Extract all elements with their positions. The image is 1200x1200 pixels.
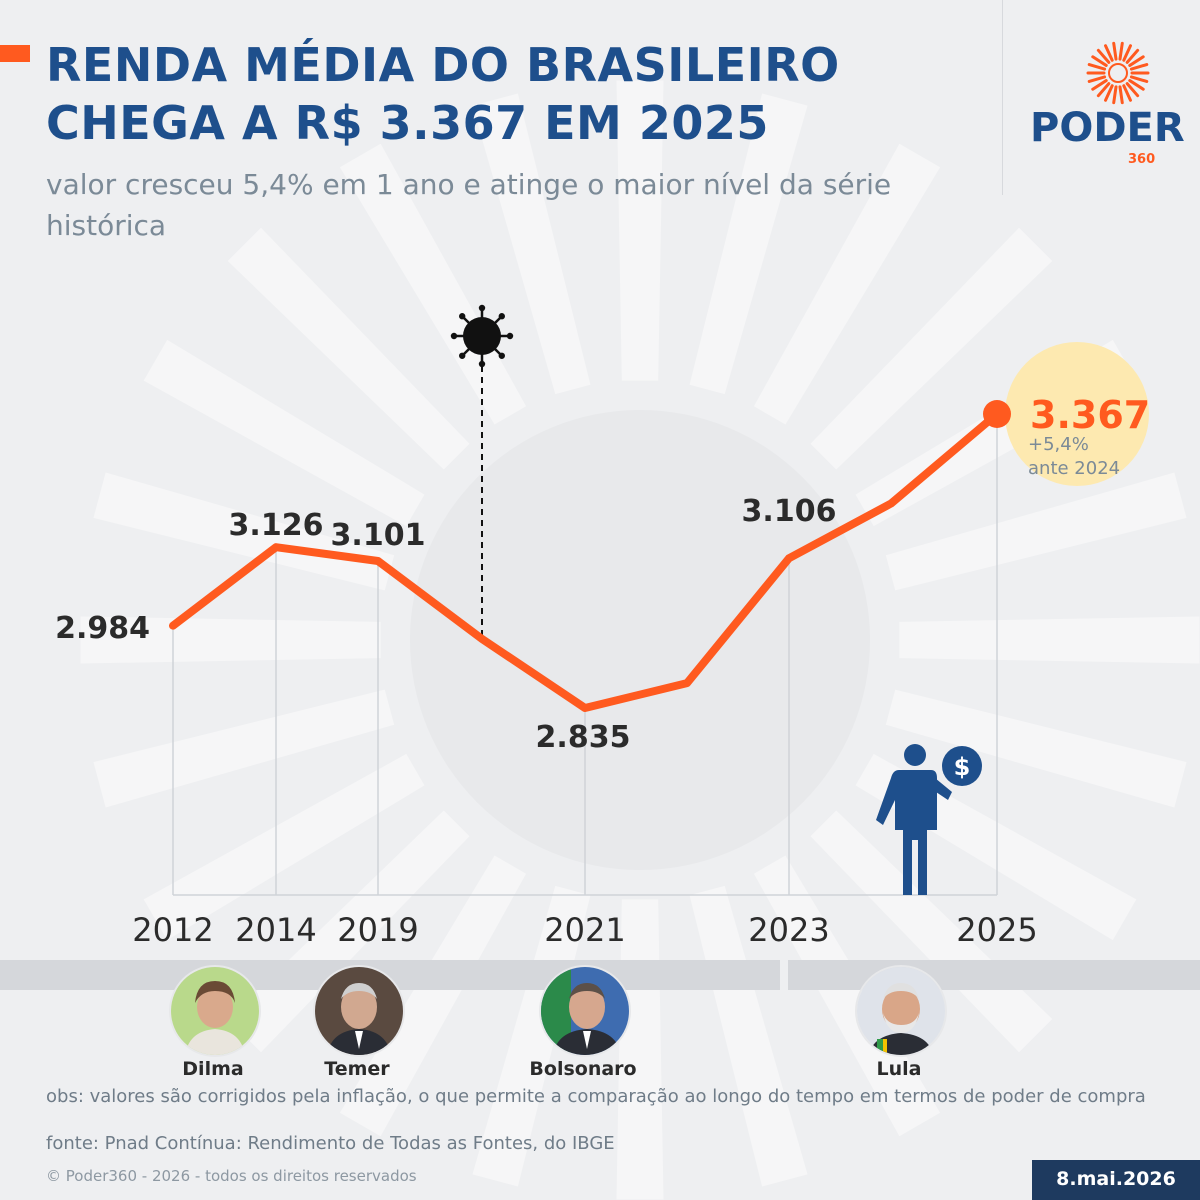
sun-ray (1128, 55, 1145, 67)
person-with-money-icon: $ (876, 744, 982, 895)
x-tick-label-2019: 2019 (337, 911, 418, 949)
sun-ray (1129, 75, 1149, 83)
dollar-sign: $ (954, 753, 971, 781)
background-ray (753, 143, 941, 425)
sun-ray (1104, 44, 1114, 62)
sun-logo-icon (1086, 41, 1150, 105)
x-tick-label-2025: 2025 (956, 911, 1037, 949)
sun-ray (1122, 44, 1132, 62)
date-text: 8.mai.2026 (1056, 1168, 1176, 1190)
president-name-temer: Temer (324, 1058, 390, 1080)
data-label-2023: 3.106 (742, 494, 837, 529)
president-name-bolsonaro: Bolsonaro (529, 1058, 637, 1080)
background-ray (143, 339, 425, 527)
avatar-dilma (169, 965, 261, 1057)
timeline-band-divider (780, 960, 788, 990)
sun-ray (1096, 82, 1111, 98)
poder360-logo[interactable]: PODER 360 (1030, 40, 1185, 170)
date-badge: 8.mai.2026 (1032, 1160, 1200, 1200)
sun-ray (1125, 48, 1140, 64)
sun-ray (1087, 63, 1107, 71)
highlight-note: ante 2024 (1028, 458, 1120, 479)
highlight-value: 3.367 (1030, 393, 1150, 437)
logo-wordmark: PODER (1030, 105, 1185, 151)
avatar-temer (313, 965, 405, 1057)
x-tick-label-2023: 2023 (748, 911, 829, 949)
data-label-2012: 2.984 (55, 611, 150, 646)
avatar-bolsonaro (539, 965, 631, 1057)
data-label-2014: 3.126 (229, 508, 324, 543)
background-ray (689, 93, 808, 395)
sun-ray (1091, 55, 1108, 67)
sun-ray (1118, 41, 1124, 61)
background-ray (227, 810, 470, 1053)
highlight-point (983, 400, 1011, 428)
president-name-lula: Lula (876, 1058, 922, 1080)
accent-bar (0, 45, 30, 62)
highlight-bubble (1005, 342, 1149, 486)
copyright: © Poder360 - 2026 - todos os direitos re… (46, 1167, 417, 1185)
background-ray (80, 616, 381, 664)
sun-ray (1122, 84, 1132, 102)
avatar-lula (855, 965, 947, 1057)
background-ray (227, 227, 470, 470)
sun-ray (1125, 82, 1140, 98)
background-ray (339, 855, 527, 1137)
page-subtitle: valor cresceu 5,4% em 1 ano e atinge o m… (46, 168, 892, 242)
header-divider (1002, 0, 1003, 195)
background-ray (753, 855, 941, 1137)
president-name-dilma: Dilma (182, 1058, 244, 1080)
sun-ray (1104, 84, 1114, 102)
background-ray (616, 80, 664, 381)
background-ray (885, 689, 1187, 808)
background-ray (810, 810, 1053, 1053)
data-label-2021: 2.835 (536, 720, 631, 755)
highlight-change: +5,4% (1028, 434, 1089, 455)
sun-ray (1129, 63, 1149, 71)
income-series-line (169, 410, 1001, 712)
logo-suffix: 360 (1128, 152, 1156, 167)
sun-ray (1112, 41, 1118, 61)
sun-ray (1096, 48, 1111, 64)
x-tick-label-2012: 2012 (132, 911, 213, 949)
virus-icon (450, 304, 514, 368)
sun-ray (1112, 85, 1118, 105)
x-tick-label-2021: 2021 (544, 911, 625, 949)
background-ray (472, 93, 591, 395)
sun-ray (1118, 85, 1124, 105)
background-ray (810, 227, 1053, 470)
background-ray (93, 472, 395, 591)
sun-ray (1091, 79, 1108, 91)
source-note: fonte: Pnad Contínua: Rendimento de Toda… (46, 1133, 615, 1154)
background-ray (93, 689, 395, 808)
background-ray (885, 472, 1187, 591)
sun-ray (1128, 79, 1145, 91)
x-tick-label-2014: 2014 (235, 911, 316, 949)
data-label-2019: 3.101 (331, 518, 426, 553)
sun-ray (1087, 75, 1107, 83)
page-title: RENDA MÉDIA DO BRASILEIRO CHEGA A R$ 3.3… (46, 38, 840, 150)
income-line-chart: 3.367+5,4% ante 2024 2.984 3.126 3.101 2.835 3… (55, 304, 1150, 949)
background-ray (143, 753, 425, 941)
footnote-obs: obs: valores são corrigidos pela inflaçã… (46, 1086, 1146, 1107)
background-ray (899, 616, 1200, 664)
